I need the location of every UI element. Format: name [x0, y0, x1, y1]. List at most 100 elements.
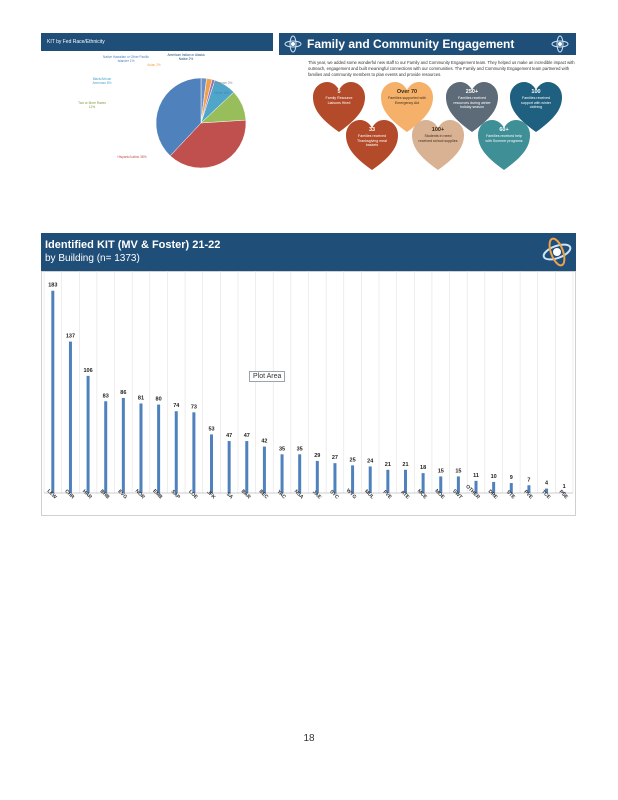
bar-value-label: 7: [527, 477, 530, 483]
bar-value-label: 81: [138, 395, 144, 401]
heart-stat: 60+ Families received help with Summer pr…: [476, 118, 532, 174]
heart-stat-text: Families received resources during winte…: [453, 96, 491, 110]
x-tick-label: LOE: [187, 489, 199, 501]
bar-value-label: 25: [350, 457, 356, 463]
bar-value-label: 21: [402, 462, 408, 468]
kit-chart-banner: Identified KIT (MV & Foster) 21-22 by Bu…: [41, 233, 576, 271]
bar-yac: [280, 454, 284, 493]
x-tick-label: DRE: [487, 489, 499, 501]
x-tick-label: CHR: [63, 489, 75, 501]
bar-dre: [492, 481, 496, 493]
bar-value-label: 183: [48, 283, 57, 289]
x-tick-label: SWT: [451, 488, 463, 500]
bar-nsa: [298, 454, 302, 493]
bar-value-label: 47: [244, 433, 250, 439]
bar-nor: [139, 403, 143, 493]
bar-value-label: 9: [510, 475, 513, 481]
heart-stat-text: Families received support with winter cl…: [521, 96, 551, 110]
heart-stat: 100+ Students in need received school sup…: [410, 118, 466, 174]
heart-stat: 250+ Families received resources during w…: [444, 80, 500, 136]
bar-pse: [562, 491, 566, 493]
pie-section-header: KIT by Fed Race/Ethnicity: [41, 33, 273, 51]
x-tick-label: BEC: [258, 489, 270, 501]
heart-stat-number: 250+: [465, 89, 479, 95]
district-logo-icon: [551, 35, 569, 53]
bar-value-label: 10: [491, 474, 497, 480]
heart-stat: 5 Family Resource Liaisons Hired: [311, 80, 367, 136]
bar-value-label: 4: [545, 481, 549, 487]
family-engagement-title: Family and Community Engagement: [307, 37, 515, 51]
bar-ate: [403, 469, 407, 493]
x-tick-label: PSE: [558, 489, 570, 501]
bar-value-label: 1: [563, 484, 566, 490]
heart-stat: 33 Families received Thanksgiving meal ba…: [344, 118, 400, 174]
bar-jae: [315, 460, 319, 493]
heart-stat: 100 Families received support with winter…: [508, 80, 564, 136]
x-tick-label: EVG: [116, 489, 128, 501]
heart-stat-number: 5: [337, 89, 341, 95]
bar-other: [474, 480, 478, 493]
heart-stat-number: 100+: [431, 127, 445, 133]
bar-sap: [174, 411, 178, 493]
x-tick-label: BHB: [99, 489, 111, 501]
bar-value-label: 15: [455, 468, 461, 474]
x-tick-label: FVE: [382, 489, 394, 501]
bar-mce: [421, 473, 425, 493]
family-engagement-intro: This year, we added some wonderful new s…: [308, 60, 575, 77]
bar-lew: [51, 290, 55, 493]
heart-icon: [346, 120, 398, 170]
x-tick-label: BAR: [240, 489, 252, 501]
bar-sa: [227, 441, 231, 493]
pie-label-unknown: Unknown 0%: [213, 81, 233, 85]
bar-value-label: 27: [332, 455, 338, 461]
x-tick-label: JFK: [205, 489, 216, 500]
heart-stat-text: Families received Thanksgiving meal bask…: [357, 134, 387, 148]
x-tick-label: OTHER: [464, 484, 481, 501]
bar-jfk: [210, 434, 214, 493]
heart-icon: [446, 82, 498, 132]
pie-label-asian: Asian 2%: [147, 63, 161, 67]
pie-label-two-or-more: Two or More Races 11%: [78, 101, 106, 109]
x-tick-label: ATE: [399, 489, 411, 501]
x-tick-label: WYG: [345, 488, 358, 501]
bar-syc: [333, 463, 337, 493]
x-tick-label: PVE: [522, 489, 534, 501]
bar-har: [86, 375, 90, 493]
x-tick-label: NSA: [293, 489, 305, 501]
kit-chart-title: Identified KIT (MV & Foster) 21-22: [45, 239, 221, 251]
bar-wyg: [351, 465, 355, 493]
heart-icon: [510, 82, 562, 132]
x-tick-label: MUL: [363, 489, 375, 501]
district-logo-icon: [542, 237, 572, 267]
pie-slice: [155, 77, 202, 157]
kit-chart-subtitle: by Building (n= 1373): [45, 253, 140, 264]
bar-value-label: 80: [156, 397, 162, 403]
pie-label-nhpi: Native Hawaiian or Other Pacific Islande…: [103, 55, 149, 63]
bar-chr: [68, 341, 72, 493]
kit-by-building-chart: 183 LEW 137 CHR 106 HAR 83 BHB 86 EVG 81 NOR 80 EMB 74…: [41, 271, 576, 516]
x-tick-label: JAE: [311, 489, 323, 501]
x-tick-label: SYC: [328, 489, 340, 501]
family-engagement-header: Family and Community Engagement: [279, 33, 576, 55]
bar-value-label: 35: [279, 446, 285, 452]
bar-bar: [245, 441, 249, 493]
bar-mul: [368, 466, 372, 493]
heart-stat: Over 70 Families supported with Emergency…: [379, 80, 435, 136]
bar-fve: [386, 469, 390, 493]
heart-stat-text: Family Resource Liaisons Hired: [325, 96, 353, 105]
race-ethnicity-pie-chart: Native Hawaiian or Other Pacific Islande…: [41, 51, 273, 196]
bar-bhb: [104, 401, 108, 493]
bar-loe: [192, 412, 196, 493]
pie-svg: [155, 77, 247, 169]
bar-value-label: 106: [83, 368, 92, 374]
x-tick-label: TCE: [540, 489, 552, 501]
district-logo-icon: [284, 35, 302, 53]
bar-chart-svg: 183LEW137CHR106HAR83BHB86EVG81NOR80EMB74…: [41, 271, 576, 516]
heart-icon: [381, 82, 433, 132]
bar-bec: [262, 446, 266, 493]
heart-stat-text: Families supported with Emergency Aid: [388, 96, 426, 105]
heart-stat-number: 100: [531, 89, 541, 95]
heart-stat-text: Students in need received school supplie…: [418, 134, 458, 143]
bar-value-label: 24: [367, 458, 374, 464]
heart-icon: [313, 82, 365, 132]
